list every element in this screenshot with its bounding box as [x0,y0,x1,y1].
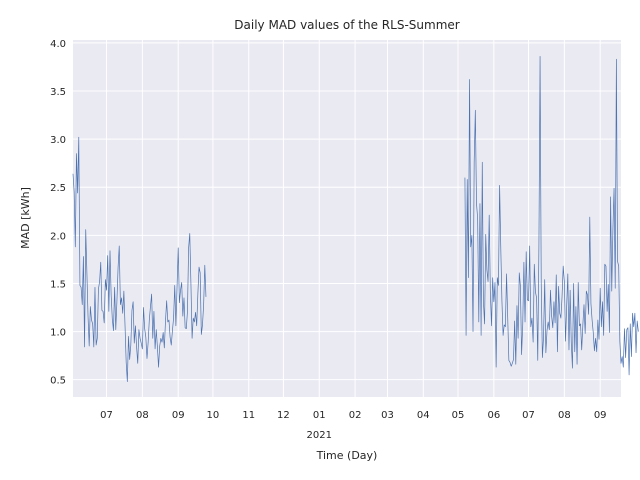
x-tick-label: 07 [522,410,535,421]
x-tick-label: 08 [558,410,571,421]
x-tick-label: 03 [381,410,394,421]
x-tick-label: 07 [100,410,113,421]
y-tick-label: 1.5 [50,279,66,290]
series-group [72,56,639,382]
y-axis-label: MAD [kWh] [19,187,32,249]
y-tick-label: 2.5 [50,183,66,194]
x-axis-label: Time (Day) [316,449,378,462]
x-tick-label: 05 [452,410,465,421]
gridlines [73,40,621,397]
plot-area [73,40,621,397]
x-year-label: 2021 [307,430,332,441]
chart-title: Daily MAD values of the RLS-Summer [234,18,459,32]
y-tick-labels: 0.5 1.0 1.5 2.0 2.5 3.0 3.5 4.0 [50,39,66,387]
y-tick-label: 3.5 [50,87,66,98]
x-tick-label: 01 [313,410,326,421]
mad-series-line [464,56,639,376]
x-tick-label: 09 [172,410,185,421]
x-tick-label: 10 [207,410,220,421]
y-tick-label: 2.0 [50,231,66,242]
y-tick-label: 4.0 [50,39,66,50]
y-tick-label: 1.0 [50,328,66,339]
x-tick-label: 06 [487,410,500,421]
y-tick-label: 0.5 [50,376,66,387]
x-tick-label: 08 [136,410,149,421]
y-tick-label: 3.0 [50,135,66,146]
x-tick-label: 02 [349,410,362,421]
x-tick-label: 11 [242,410,255,421]
mad-series-line [72,136,207,382]
x-tick-labels: 07 08 09 10 11 12 01 02 03 04 05 06 07 08 09 2021 [100,410,606,441]
x-tick-label: 09 [594,410,607,421]
x-tick-label: 12 [277,410,290,421]
x-tick-label: 04 [417,410,430,421]
